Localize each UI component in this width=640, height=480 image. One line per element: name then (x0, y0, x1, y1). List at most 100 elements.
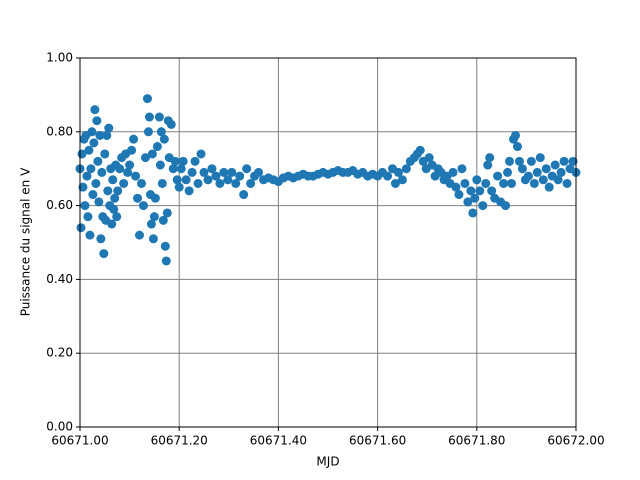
point (553, 175, 563, 185)
point (187, 167, 197, 177)
point (211, 171, 221, 181)
point (176, 164, 186, 174)
point (99, 249, 109, 259)
point (135, 230, 145, 240)
x-tick-label: 60671.40 (250, 434, 307, 448)
plot-frame (79, 57, 577, 428)
point (146, 219, 156, 229)
point (85, 230, 95, 240)
y-tick-label: 0.60 (46, 198, 73, 212)
point (203, 175, 213, 185)
point (109, 204, 119, 214)
point (157, 178, 167, 188)
x-tick-label: 60671.00 (51, 434, 108, 448)
point (501, 201, 511, 211)
point (97, 167, 107, 177)
point (83, 212, 93, 222)
point (100, 149, 110, 159)
point (514, 156, 524, 166)
point (90, 105, 100, 115)
point (207, 164, 217, 174)
point (190, 156, 200, 166)
point (150, 193, 160, 203)
point (87, 127, 97, 137)
point (529, 178, 539, 188)
point (88, 190, 98, 200)
point (242, 164, 252, 174)
point (460, 178, 470, 188)
point (457, 164, 467, 174)
y-tick-label: 0.20 (46, 346, 73, 360)
point (92, 116, 102, 126)
point (138, 201, 148, 211)
point (144, 112, 154, 122)
point (127, 145, 137, 155)
point (550, 160, 560, 170)
point (227, 167, 237, 177)
point (172, 175, 182, 185)
point (170, 156, 180, 166)
point (95, 130, 105, 140)
point (472, 175, 482, 185)
point (532, 167, 542, 177)
point (86, 164, 96, 174)
point (397, 175, 407, 185)
point (160, 241, 170, 251)
point (523, 171, 533, 181)
point (499, 178, 509, 188)
point (162, 208, 172, 218)
point (80, 201, 90, 211)
point (123, 167, 133, 177)
x-axis-label: MJD (316, 455, 339, 469)
point (424, 153, 434, 163)
point (215, 178, 225, 188)
point (538, 175, 548, 185)
point (174, 182, 184, 192)
point (142, 94, 152, 104)
point (168, 164, 178, 174)
x-tick-label: 60671.80 (448, 434, 505, 448)
point (466, 186, 476, 196)
point (517, 164, 527, 174)
point (219, 167, 229, 177)
point (199, 167, 209, 177)
point (393, 167, 403, 177)
point (512, 142, 522, 152)
point (89, 138, 99, 148)
point (196, 149, 206, 159)
y-tick-label: 1.00 (46, 51, 73, 65)
point (526, 156, 536, 166)
y-tick-label: 0.80 (46, 124, 73, 138)
point (84, 145, 94, 155)
point (505, 156, 515, 166)
point (448, 167, 458, 177)
point (137, 178, 147, 188)
point (483, 160, 493, 170)
point (131, 171, 141, 181)
point (507, 178, 517, 188)
point (133, 193, 143, 203)
point (556, 167, 566, 177)
point (246, 178, 256, 188)
point (143, 127, 153, 137)
point (178, 156, 188, 166)
point (383, 171, 393, 181)
point (535, 153, 545, 163)
point (181, 175, 191, 185)
point (541, 164, 551, 174)
point (147, 149, 157, 159)
point (104, 123, 114, 133)
point (78, 182, 88, 192)
point (481, 178, 491, 188)
point (470, 193, 480, 203)
x-tick-label: 60672.00 (547, 434, 604, 448)
point (103, 186, 113, 196)
point (463, 197, 473, 207)
point (125, 160, 135, 170)
y-tick-label: 0.00 (46, 420, 73, 434)
x-tick-label: 60671.60 (349, 434, 406, 448)
point (390, 178, 400, 188)
point (254, 167, 264, 177)
